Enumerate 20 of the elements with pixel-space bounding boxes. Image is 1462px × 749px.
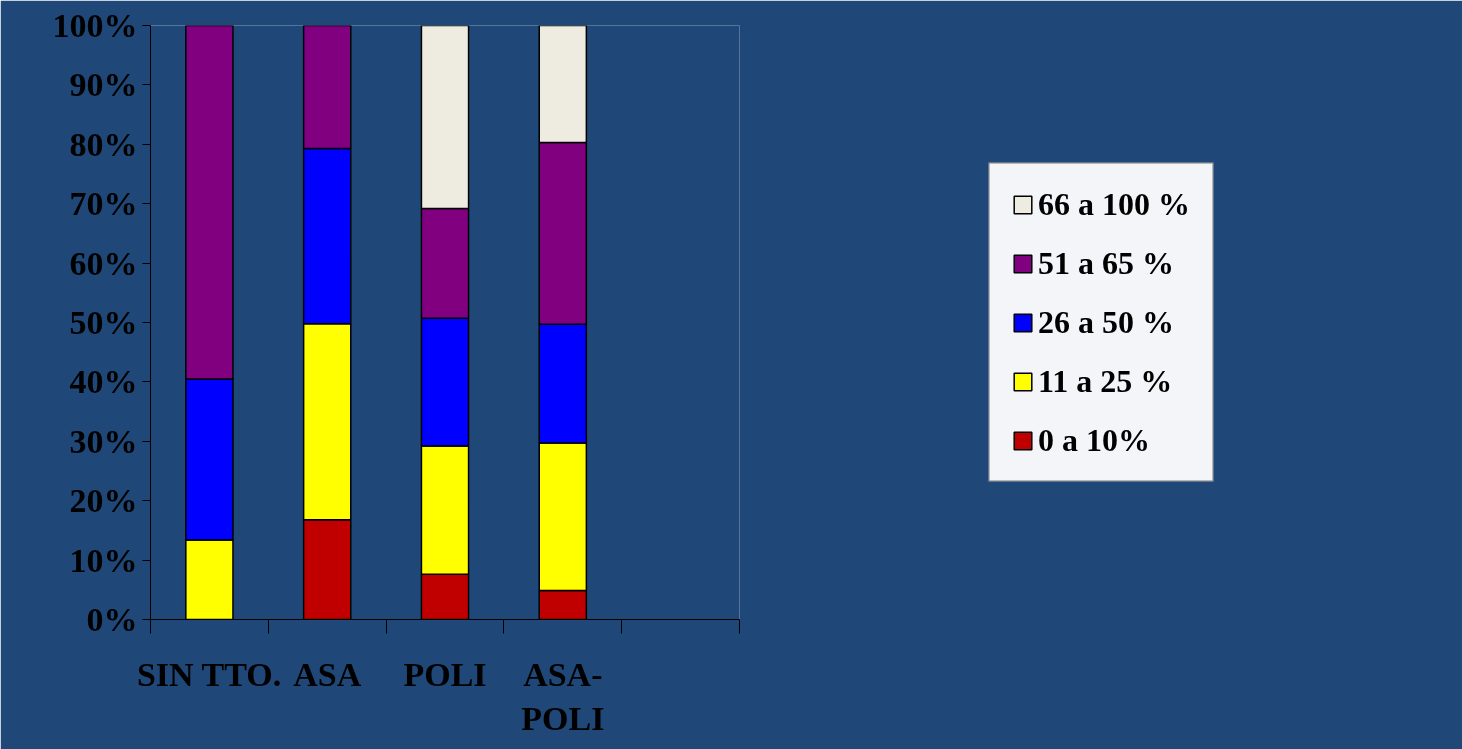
y-tick-label: 70% <box>69 185 138 223</box>
legend-label: 51 a 65 % <box>1038 244 1174 282</box>
y-tick-label: 50% <box>69 304 138 341</box>
y-tick-label: 40% <box>69 363 138 401</box>
x-tick-label: SIN TTO. <box>136 655 282 693</box>
y-tick-label: 80% <box>69 125 138 163</box>
legend-label: 0 a 10% <box>1038 421 1150 459</box>
x-tick-label: POLI <box>403 655 487 693</box>
legend-label: 66 a 100 % <box>1038 185 1190 223</box>
x-tick-label: ASA-POLI <box>521 655 605 737</box>
y-tick-label: 60% <box>69 244 138 282</box>
y-tick-label: 90% <box>69 66 138 104</box>
legend-label: 11 a 25 % <box>1038 362 1173 400</box>
x-tick-label: ASA <box>293 655 362 693</box>
y-tick-label: 10% <box>69 541 138 579</box>
y-tick-label: 100% <box>52 7 138 44</box>
legend-label: 26 a 50 % <box>1038 303 1174 341</box>
y-tick-label: 30% <box>69 422 138 460</box>
y-tick-label: 0% <box>86 601 138 638</box>
y-tick-label: 20% <box>69 482 138 520</box>
